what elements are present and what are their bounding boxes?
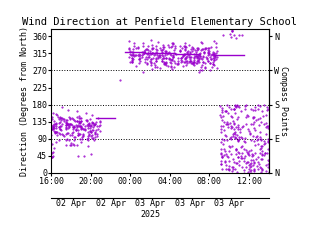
Title: Wind Direction at Penfield Elementary School: Wind Direction at Penfield Elementary Sc… xyxy=(22,17,298,27)
Y-axis label: Direction (Degrees from North): Direction (Degrees from North) xyxy=(20,26,29,176)
Y-axis label: Compass Points: Compass Points xyxy=(279,66,288,136)
